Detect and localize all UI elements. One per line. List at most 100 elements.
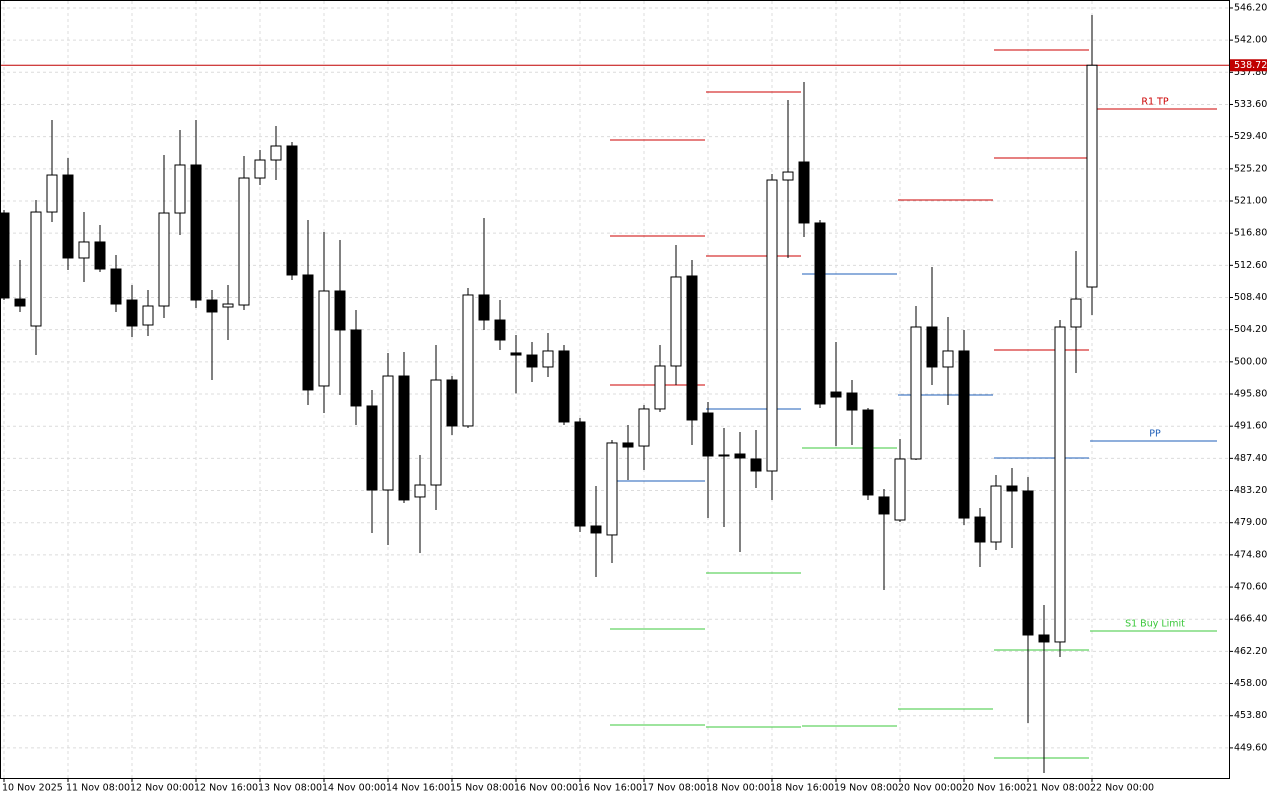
candle-body bbox=[974, 516, 986, 543]
y-tick-label: 516.80 bbox=[1234, 228, 1267, 239]
y-tick-label: 525.20 bbox=[1234, 163, 1267, 174]
candle-body bbox=[1086, 64, 1098, 288]
x-tick-label: 16 Nov 16:00 bbox=[578, 783, 642, 794]
x-tick-label: 16 Nov 00:00 bbox=[514, 783, 578, 794]
candle-body bbox=[46, 174, 58, 213]
candle-body bbox=[222, 303, 234, 308]
candle-body bbox=[414, 484, 426, 498]
x-tick-label: 14 Nov 00:00 bbox=[322, 783, 386, 794]
candle-body bbox=[894, 458, 906, 521]
plot-frame bbox=[0, 0, 1230, 779]
candle-body bbox=[286, 145, 298, 276]
candle-body bbox=[190, 164, 202, 301]
candle-body bbox=[654, 365, 666, 410]
candle-body bbox=[62, 174, 74, 259]
candle-body bbox=[382, 375, 394, 491]
candle-body bbox=[14, 298, 26, 307]
candle-body bbox=[1054, 326, 1066, 643]
x-tick-label: 15 Nov 08:00 bbox=[450, 783, 514, 794]
candle-body bbox=[238, 177, 250, 306]
pivot-label: S1 Buy Limit bbox=[1125, 619, 1185, 630]
y-tick-label: 453.80 bbox=[1234, 710, 1267, 721]
candle-body bbox=[814, 222, 826, 405]
y-tick-label: 529.40 bbox=[1234, 131, 1267, 142]
candle-body bbox=[750, 458, 762, 472]
y-tick-label: 491.60 bbox=[1234, 421, 1267, 432]
candle-body bbox=[766, 179, 778, 472]
y-tick-label: 504.20 bbox=[1234, 324, 1267, 335]
x-tick-label: 22 Nov 00:00 bbox=[1090, 783, 1154, 794]
y-tick-label: 500.00 bbox=[1234, 356, 1267, 367]
candle-body bbox=[782, 171, 794, 181]
candle-body bbox=[1070, 298, 1082, 328]
x-tick-label: 11 Nov 08:00 bbox=[66, 783, 130, 794]
candle-body bbox=[526, 354, 538, 368]
candle-body bbox=[462, 294, 474, 427]
x-tick-label: 20 Nov 00:00 bbox=[898, 783, 962, 794]
candle-body bbox=[878, 496, 890, 515]
candle-body bbox=[622, 442, 634, 448]
candle-body bbox=[846, 392, 858, 411]
candle-body bbox=[958, 350, 970, 519]
candle-body bbox=[94, 241, 106, 270]
x-tick-label: 14 Nov 16:00 bbox=[386, 783, 450, 794]
x-tick-label: 21 Nov 08:00 bbox=[1026, 783, 1090, 794]
candle-body bbox=[718, 454, 730, 457]
y-tick-label: 470.60 bbox=[1234, 582, 1267, 593]
candle-body bbox=[942, 350, 954, 368]
candle-body bbox=[798, 161, 810, 224]
candle-body bbox=[1038, 634, 1050, 643]
candle-body bbox=[126, 299, 138, 327]
candle-body bbox=[574, 421, 586, 527]
y-tick-label: 474.80 bbox=[1234, 549, 1267, 560]
candle-body bbox=[702, 412, 714, 457]
candle-body bbox=[174, 164, 186, 214]
current-price-label: 538.72 bbox=[1234, 60, 1267, 71]
candle-body bbox=[510, 352, 522, 356]
candle-body bbox=[670, 276, 682, 367]
y-tick-label: 458.00 bbox=[1234, 678, 1267, 689]
candle-body bbox=[1022, 490, 1034, 636]
y-tick-label: 479.00 bbox=[1234, 517, 1267, 528]
x-tick-label: 17 Nov 08:00 bbox=[642, 783, 706, 794]
candle-body bbox=[350, 329, 362, 407]
candle-body bbox=[494, 319, 506, 341]
candle-body bbox=[302, 274, 314, 391]
candle-body bbox=[142, 305, 154, 326]
candle-body bbox=[606, 442, 618, 536]
y-tick-label: 542.00 bbox=[1234, 35, 1267, 46]
x-tick-label: 18 Nov 16:00 bbox=[770, 783, 834, 794]
x-tick-label: 19 Nov 08:00 bbox=[834, 783, 898, 794]
pivot-label: R1 TP bbox=[1141, 96, 1168, 107]
candle-body bbox=[478, 294, 490, 321]
candle-body bbox=[110, 268, 122, 305]
candle-body bbox=[254, 159, 266, 179]
candle-body bbox=[1006, 485, 1018, 492]
candle-body bbox=[430, 379, 442, 486]
candle-body bbox=[830, 391, 842, 398]
candle-body bbox=[734, 453, 746, 459]
x-tick-label: 13 Nov 08:00 bbox=[258, 783, 322, 794]
y-tick-label: 495.80 bbox=[1234, 389, 1267, 400]
candle-body bbox=[366, 405, 378, 491]
y-tick-label: 508.40 bbox=[1234, 292, 1267, 303]
candle-body bbox=[542, 350, 554, 368]
candle-body bbox=[862, 409, 874, 496]
candle-body bbox=[270, 145, 282, 161]
y-tick-label: 521.00 bbox=[1234, 195, 1267, 206]
candle-body bbox=[926, 326, 938, 368]
current-price-box bbox=[1230, 59, 1267, 72]
candle-body bbox=[78, 241, 90, 259]
candle-body bbox=[334, 290, 346, 331]
candle-body bbox=[206, 299, 218, 313]
y-tick-label: 483.20 bbox=[1234, 485, 1267, 496]
x-tick-label: 12 Nov 16:00 bbox=[194, 783, 258, 794]
y-tick-label: 533.60 bbox=[1234, 99, 1267, 110]
candle-body bbox=[0, 212, 10, 299]
candle-body bbox=[990, 485, 1002, 543]
x-tick-label: 20 Nov 16:00 bbox=[962, 783, 1026, 794]
y-tick-label: 466.40 bbox=[1234, 614, 1267, 625]
x-tick-label: 18 Nov 00:00 bbox=[706, 783, 770, 794]
x-tick-label: 12 Nov 00:00 bbox=[130, 783, 194, 794]
